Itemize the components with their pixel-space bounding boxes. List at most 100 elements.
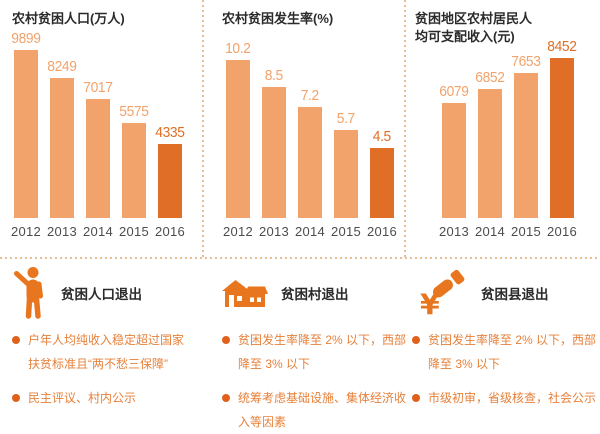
dotted-divider-horizontal [0, 257, 600, 259]
bar [442, 103, 466, 218]
chart-rural-poor-population: 农村贫困人口(万人) 9899 2012 8249 2013 7017 2014 5575 2… [8, 0, 198, 258]
bar-year-label: 2016 [546, 224, 578, 239]
bar [298, 107, 322, 218]
chart-poverty-incidence-rate: 农村贫困发生率(%) 10.2 2012 8.5 2013 7.2 2014 5.7 2015… [212, 0, 398, 258]
bar [226, 60, 250, 218]
bar-value-label: 8249 [47, 58, 77, 75]
bar-year-label: 2014 [474, 224, 506, 239]
bullet-item: 市级初审，省级核查，社会公示 [412, 386, 598, 410]
bar-year-label: 2016 [154, 224, 186, 239]
dotted-divider-vertical [404, 0, 406, 257]
bullet-item: 贫困发生率降至 2% 以下，西部降至 3% 以下 [222, 328, 407, 376]
bar [14, 50, 38, 218]
bar-column: 10.2 2012 [222, 40, 254, 239]
bar-column: 5.7 2015 [330, 110, 362, 239]
bar-column: 5575 2015 [118, 103, 150, 239]
chart-title: 贫困地区农村居民人均可支配收入(元) [415, 11, 533, 45]
bar-column: 8249 2013 [46, 58, 78, 239]
bar-year-label: 2012 [10, 224, 42, 239]
bullet-dot-icon [12, 336, 20, 344]
bar-year-label: 2013 [258, 224, 290, 239]
chart-title: 农村贫困人口(万人) [12, 11, 125, 26]
bar [334, 130, 358, 218]
bar-column: 6852 2014 [474, 69, 506, 239]
bar-value-label: 6079 [439, 83, 469, 100]
bullet-text: 统筹考虑基础设施、集体经济收入等因素 [238, 391, 407, 429]
bullet-text: 贫困发生率降至 2% 以下，西部降至 3% 以下 [238, 333, 407, 371]
bar-column: 8.5 2013 [258, 67, 290, 239]
bar-group: 10.2 2012 8.5 2013 7.2 2014 5.7 2015 4.5 2016 [222, 40, 398, 239]
hand-yuan-icon: ¥ [420, 267, 468, 319]
bullet-dot-icon [12, 394, 20, 402]
section-poverty-population-exit: 贫困人口退出 户年人均纯收入稳定超过国家扶贫标准且“两不愁三保障” 民主评议、村… [12, 258, 188, 434]
section-poverty-village-exit: 贫困村退出 贫困发生率降至 2% 以下，西部降至 3% 以下 统筹考虑基础设施、… [222, 258, 407, 434]
bar-year-label: 2014 [294, 224, 326, 239]
bar-value-label: 5575 [119, 103, 149, 120]
bar-year-label: 2015 [330, 224, 362, 239]
bullet-list: 户年人均纯收入稳定超过国家扶贫标准且“两不愁三保障” 民主评议、村内公示 [12, 328, 188, 410]
bar-column: 4.5 2016 [366, 128, 398, 239]
bullet-dot-icon [222, 394, 230, 402]
section-title: 贫困人口退出 [61, 287, 142, 302]
bar-value-label: 9899 [11, 30, 41, 47]
bullet-item: 民主评议、村内公示 [12, 386, 188, 410]
bar [262, 87, 286, 218]
bullet-text: 贫困发生率降至 2% 以下，西部降至 3% 以下 [428, 333, 597, 371]
chart-title: 农村贫困发生率(%) [222, 11, 334, 26]
bullet-dot-icon [412, 394, 420, 402]
bar-value-label: 7.2 [300, 87, 320, 104]
bar-year-label: 2016 [366, 224, 398, 239]
bar-group: 6079 2013 6852 2014 7653 2015 8452 2016 [438, 38, 578, 239]
section-header: 贫困村退出 [222, 266, 407, 320]
bar-value-label: 4.5 [372, 128, 392, 145]
bullet-dot-icon [412, 336, 420, 344]
bullet-text: 民主评议、村内公示 [28, 391, 137, 405]
bullet-item: 贫困发生率降至 2% 以下，西部降至 3% 以下 [412, 328, 598, 376]
bar-value-label: 4335 [155, 124, 185, 141]
section-title: 贫困村退出 [281, 287, 349, 302]
chart-disposable-income: 贫困地区农村居民人均可支配收入(元) 6079 2013 6852 2014 7653 2… [408, 0, 596, 258]
bar [158, 144, 182, 218]
bar-column: 9899 2012 [10, 30, 42, 239]
bullet-list: 贫困发生率降至 2% 以下，西部降至 3% 以下 统筹考虑基础设施、集体经济收入… [222, 328, 407, 434]
bar-year-label: 2014 [82, 224, 114, 239]
bar-group: 9899 2012 8249 2013 7017 2014 5575 2015 4335 2016 [10, 30, 186, 239]
bullet-text: 市级初审，省级核查，社会公示 [428, 391, 597, 405]
bar-column: 7017 2014 [82, 79, 114, 239]
bullet-list: 贫困发生率降至 2% 以下，西部降至 3% 以下 市级初审，省级核查，社会公示 [412, 328, 598, 410]
bar-column: 8452 2016 [546, 38, 578, 239]
bar-value-label: 8.5 [264, 67, 284, 84]
bar-year-label: 2015 [510, 224, 542, 239]
bar-year-label: 2013 [46, 224, 78, 239]
section-header: ¥ 贫困县退出 [412, 266, 598, 320]
bar-column: 4335 2016 [154, 124, 186, 239]
bullet-item: 户年人均纯收入稳定超过国家扶贫标准且“两不愁三保障” [12, 328, 188, 376]
bar-column: 7.2 2014 [294, 87, 326, 239]
bar [550, 58, 574, 218]
dotted-divider-vertical [202, 0, 204, 257]
bar-column: 7653 2015 [510, 53, 542, 239]
bar-year-label: 2013 [438, 224, 470, 239]
bar-value-label: 6852 [475, 69, 505, 86]
bar-value-label: 8452 [547, 38, 577, 55]
bar [370, 148, 394, 218]
house-icon [222, 278, 268, 308]
bar [86, 99, 110, 218]
bar-year-label: 2012 [222, 224, 254, 239]
bar-value-label: 7653 [511, 53, 541, 70]
bar [478, 89, 502, 218]
bullet-dot-icon [222, 336, 230, 344]
bar-column: 6079 2013 [438, 83, 470, 239]
section-header: 贫困人口退出 [12, 266, 188, 320]
bar-value-label: 10.2 [225, 40, 251, 57]
bar [122, 123, 146, 218]
section-poverty-county-exit: ¥ 贫困县退出 贫困发生率降至 2% 以下，西部降至 3% 以下 市级初审，省级… [412, 258, 598, 434]
person-icon [12, 266, 48, 320]
bar-year-label: 2015 [118, 224, 150, 239]
bar-value-label: 5.7 [336, 110, 356, 127]
bar [50, 78, 74, 218]
bar-value-label: 7017 [83, 79, 113, 96]
bar [514, 73, 538, 218]
bullet-item: 统筹考虑基础设施、集体经济收入等因素 [222, 386, 407, 434]
